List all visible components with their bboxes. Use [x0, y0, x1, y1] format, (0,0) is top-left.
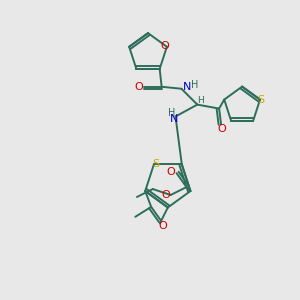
Text: O: O	[160, 41, 169, 51]
Text: N: N	[170, 115, 179, 124]
Text: H: H	[168, 107, 175, 118]
Text: O: O	[218, 124, 226, 134]
Text: O: O	[166, 167, 175, 177]
Text: H: H	[197, 96, 204, 105]
Text: H: H	[191, 80, 198, 90]
Text: S: S	[152, 159, 159, 170]
Text: O: O	[159, 221, 167, 231]
Text: N: N	[183, 82, 192, 92]
Text: O: O	[134, 82, 143, 92]
Text: S: S	[257, 94, 265, 105]
Text: O: O	[161, 190, 170, 200]
